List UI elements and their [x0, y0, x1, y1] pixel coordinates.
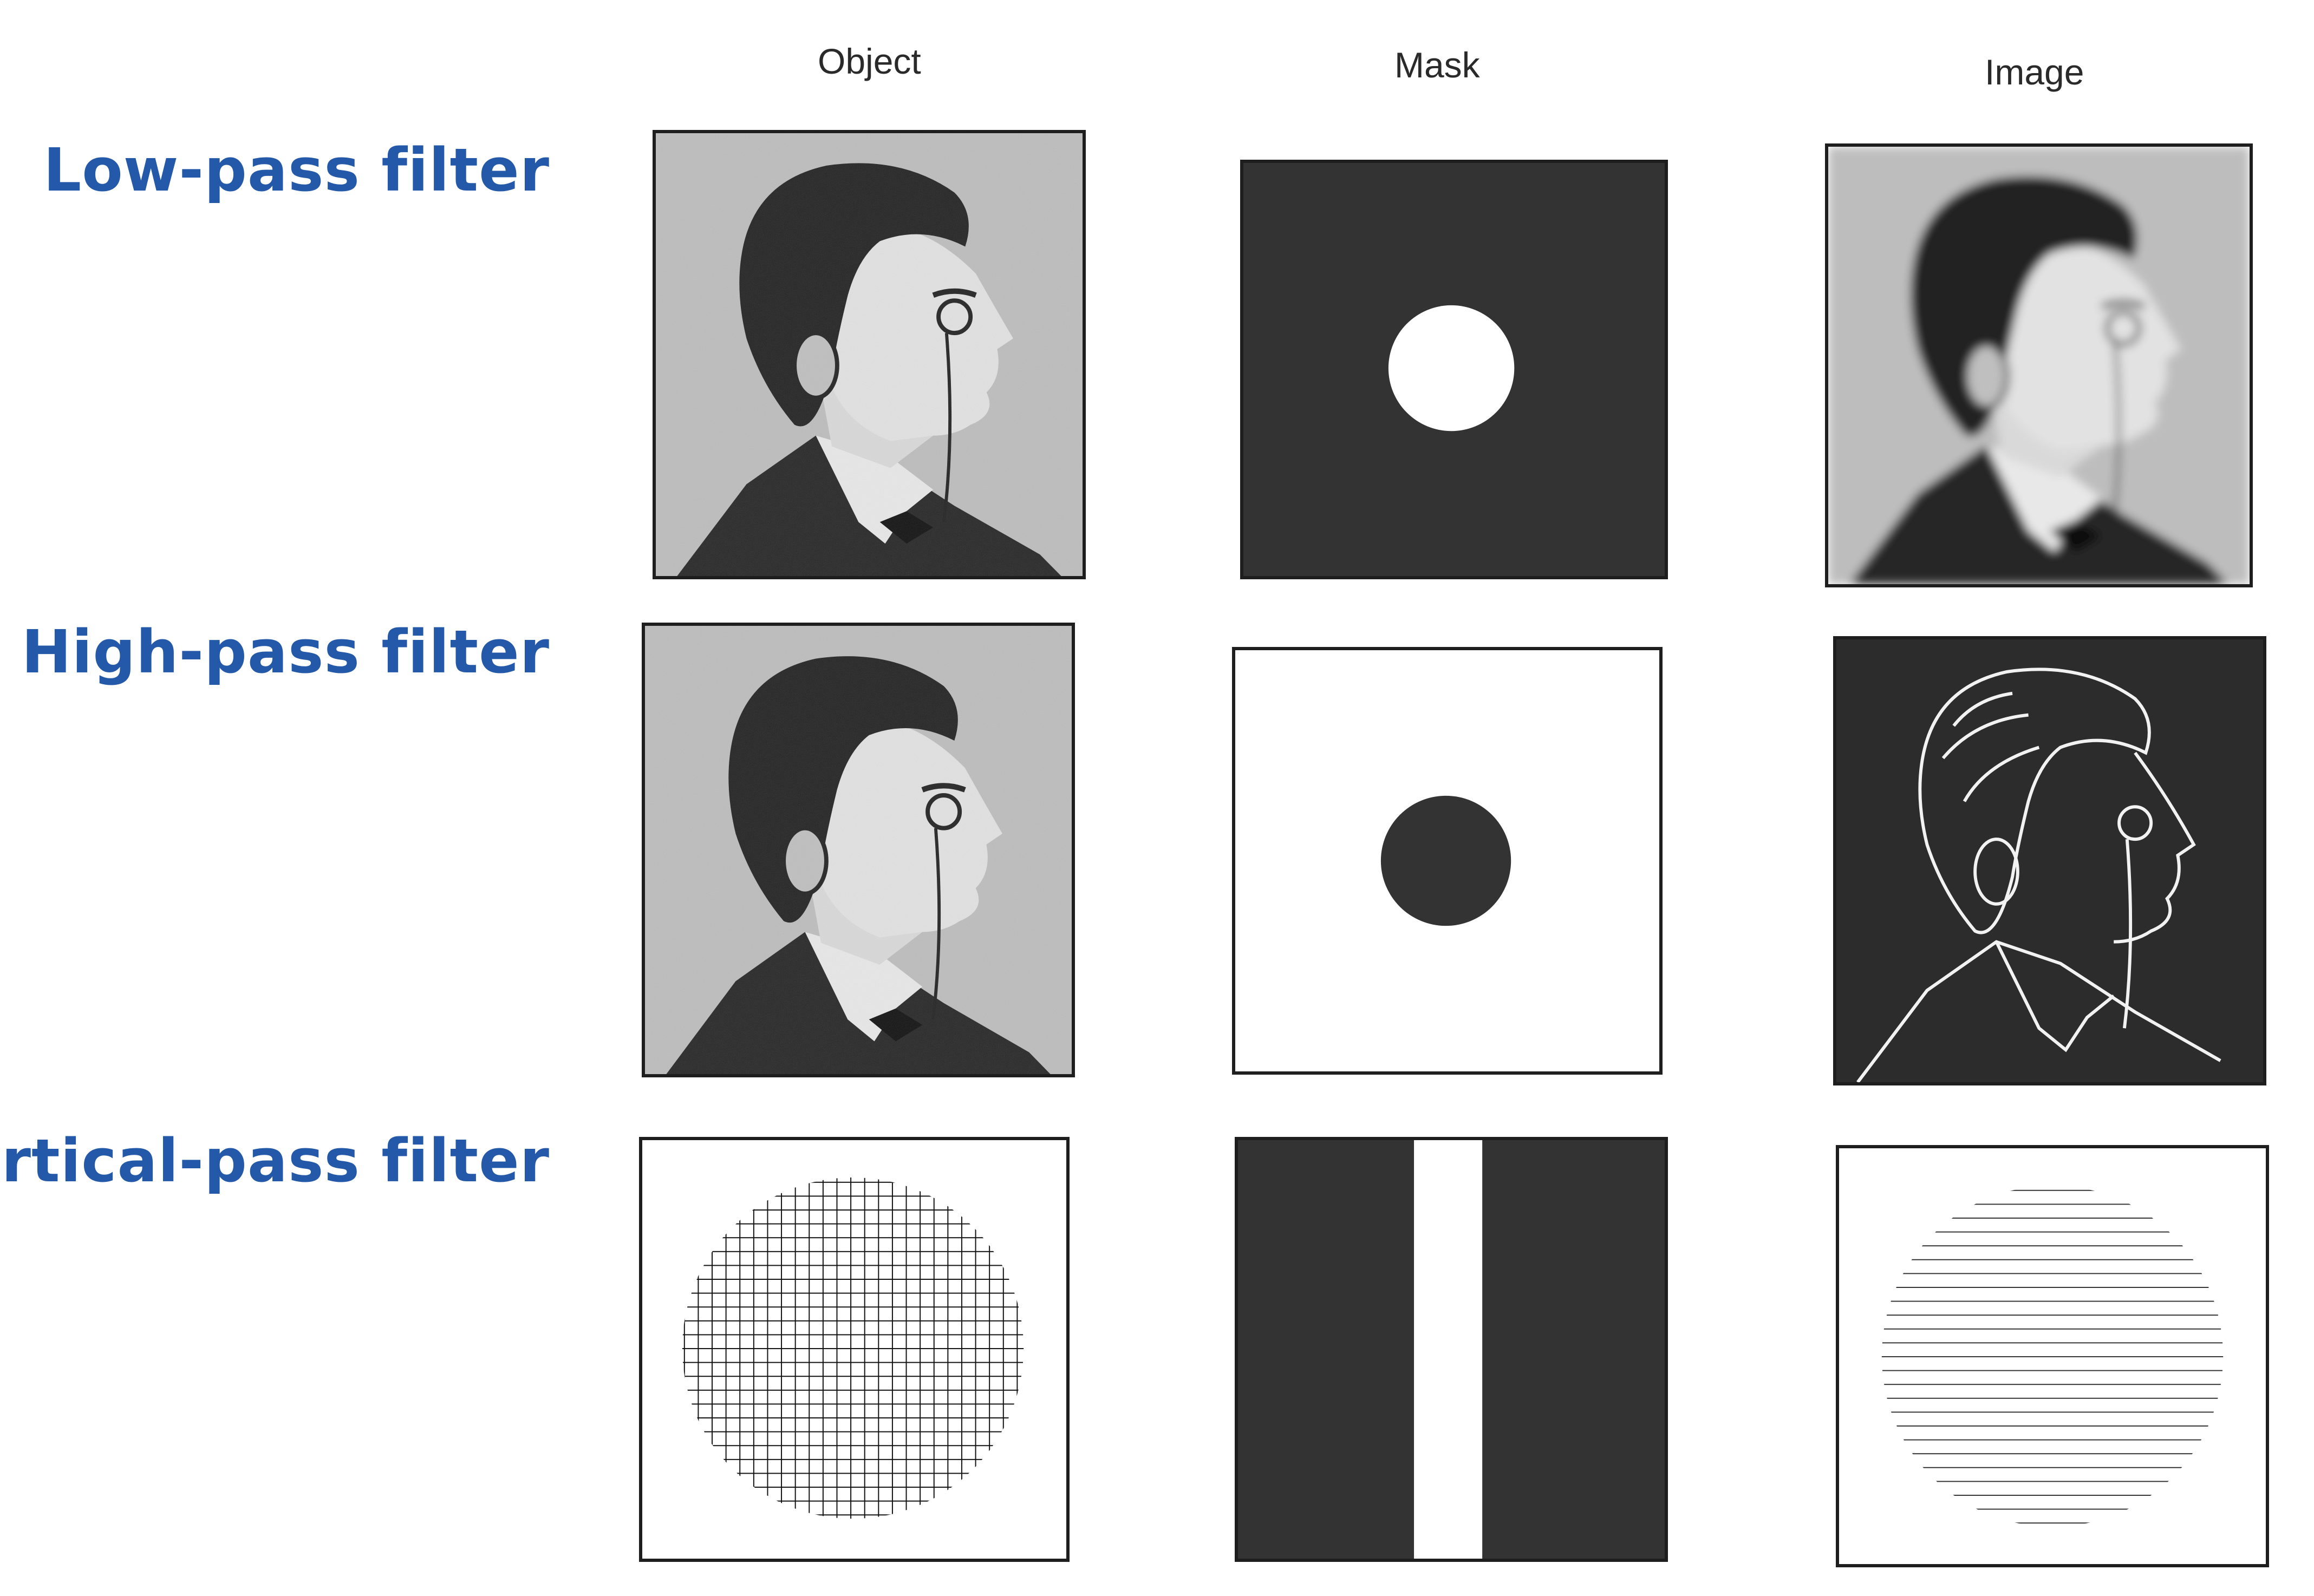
- low-pass-object-photo: [653, 130, 1086, 579]
- vertical-pass-object-grid: [639, 1137, 1070, 1562]
- row-label-vertical-pass: Vertical-pass filter: [0, 1126, 550, 1195]
- low-pass-image-blurred-photo: [1825, 143, 2253, 587]
- column-header-object: Object: [818, 41, 921, 81]
- vertical-pass-mask: [1235, 1137, 1668, 1562]
- row-label-low-pass: Low-pass filter: [43, 135, 550, 205]
- low-pass-mask: [1240, 160, 1668, 579]
- high-pass-image-edges: [1833, 636, 2266, 1085]
- high-pass-object-photo: [642, 623, 1075, 1077]
- mask-vertical-slit: [1414, 1140, 1483, 1559]
- column-header-mask: Mask: [1394, 45, 1480, 85]
- vertical-pass-image-lines: [1836, 1145, 2269, 1567]
- high-pass-mask: [1232, 647, 1663, 1075]
- row-label-high-pass: High-pass filter: [21, 617, 550, 686]
- mask-block-circle: [1380, 795, 1511, 926]
- column-header-image: Image: [1985, 52, 2084, 92]
- mask-aperture-circle: [1388, 305, 1515, 431]
